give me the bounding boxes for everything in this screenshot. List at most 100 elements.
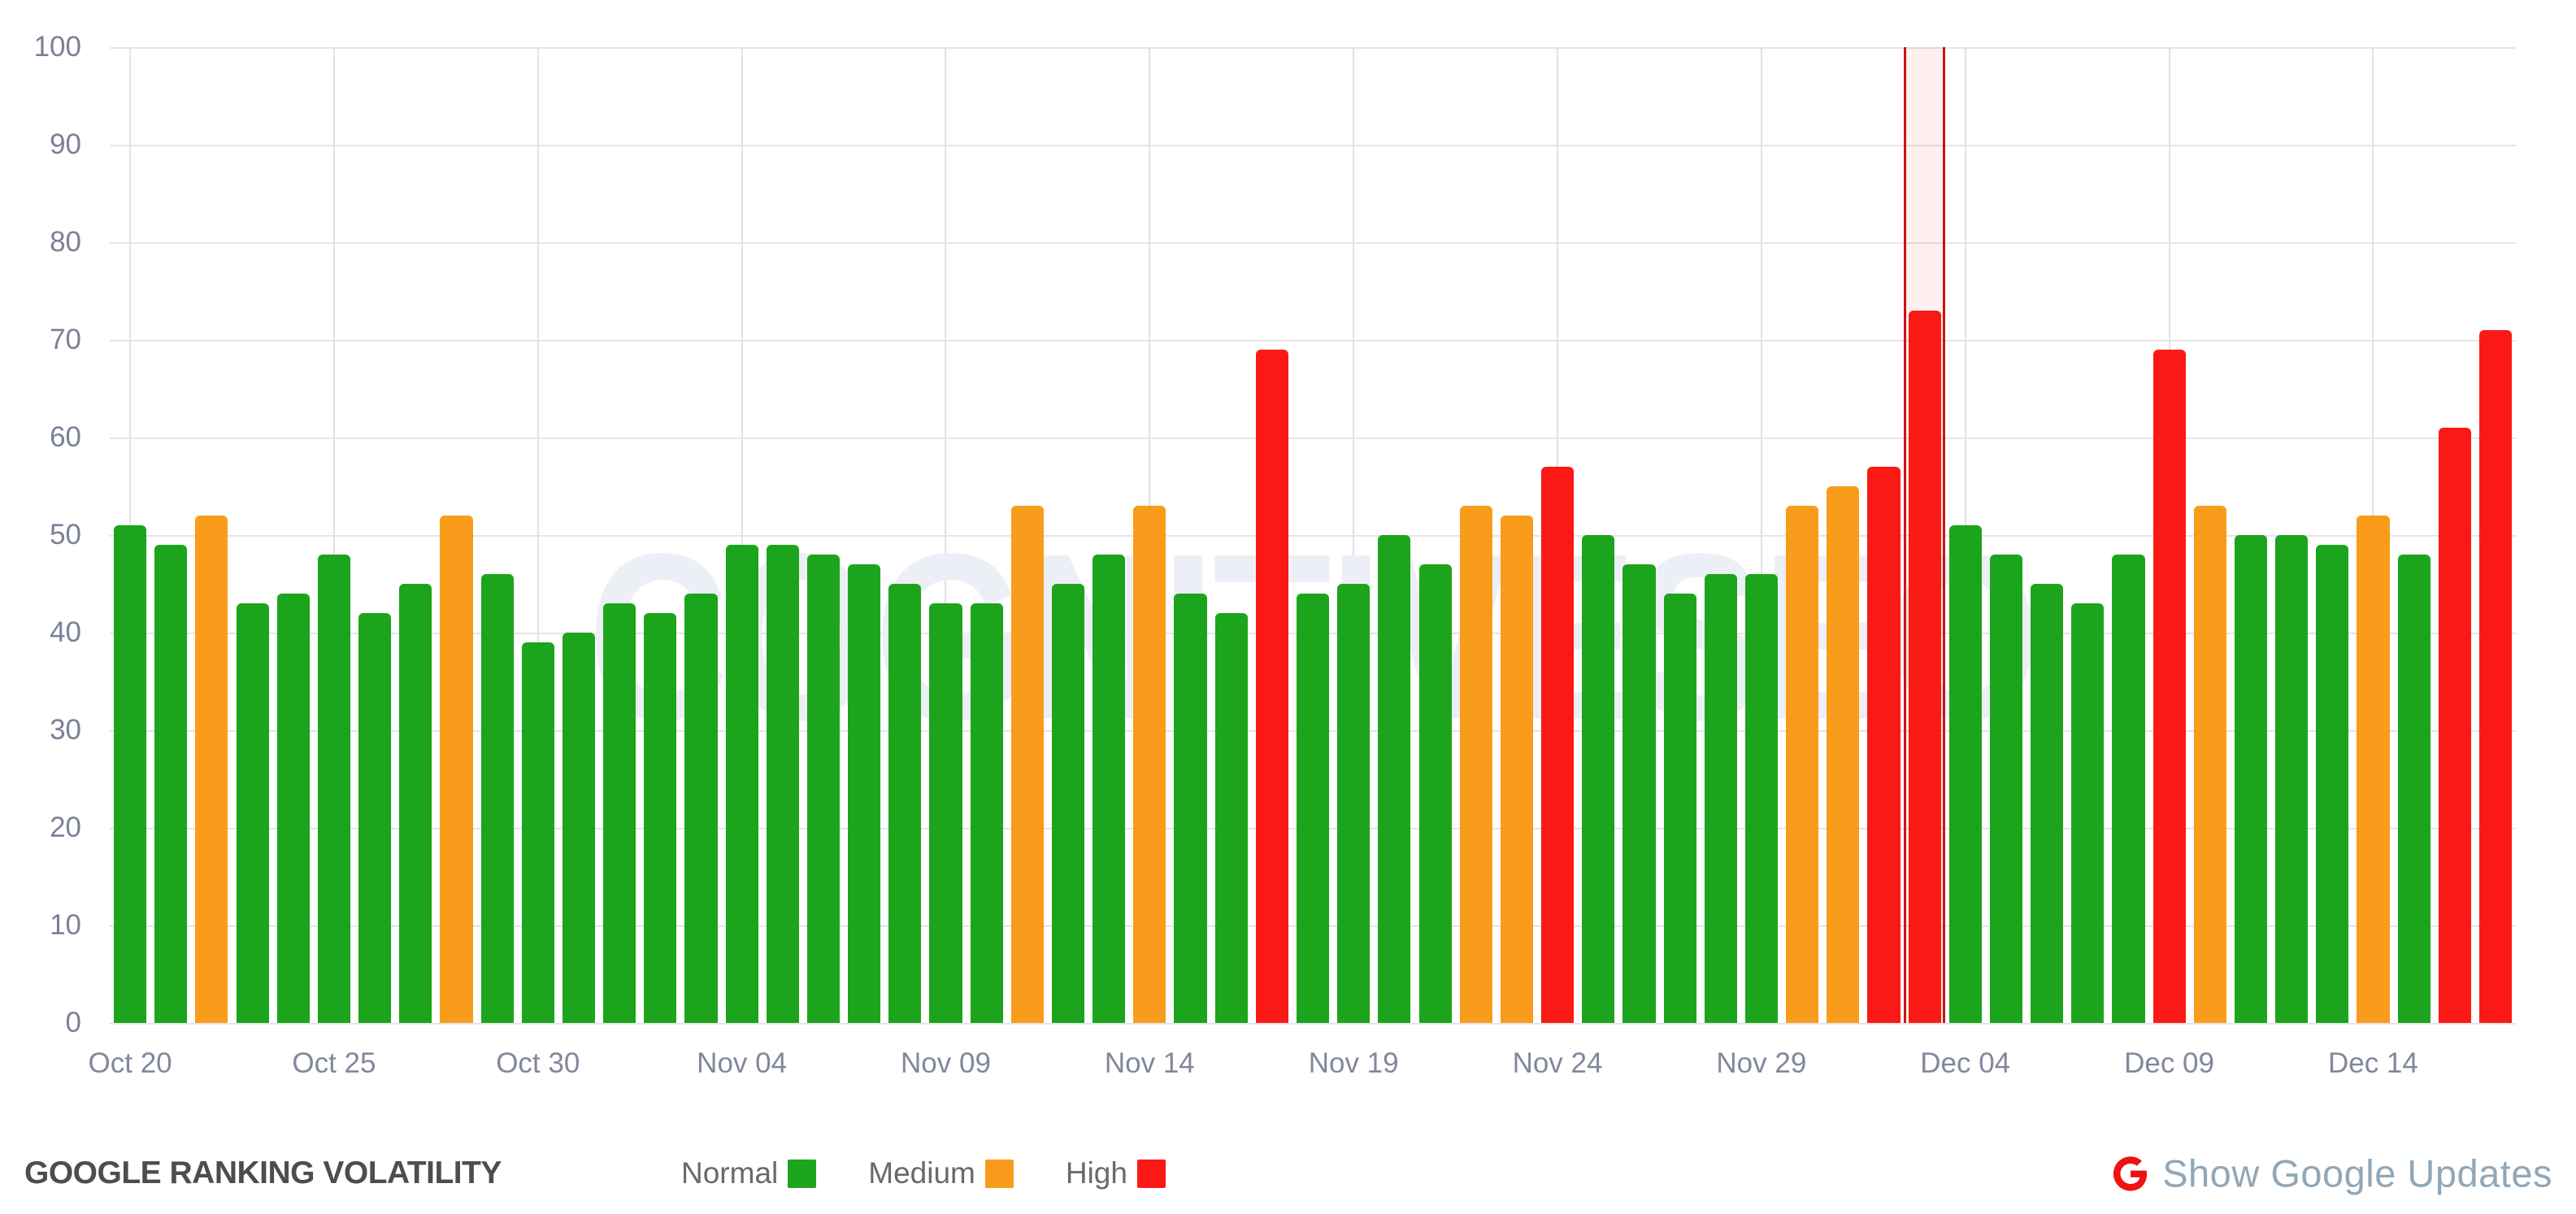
legend-item-medium[interactable]: Medium [868,1156,1014,1190]
bar-slot [967,47,1007,1023]
x-axis-label: Oct 25 [292,1047,376,1079]
bar-Dec-01[interactable] [1827,486,1860,1023]
show-google-updates-button[interactable]: Show Google Updates [2112,1151,2552,1196]
bar-Oct-30[interactable] [521,642,554,1023]
bar-Nov-03[interactable] [684,594,718,1023]
bar-slot [680,47,721,1023]
bar-Dec-08[interactable] [2112,555,2145,1023]
x-axis-label: Nov 24 [1512,1047,1603,1079]
bar-Nov-12[interactable] [1051,584,1085,1023]
bar-Nov-08[interactable] [888,584,922,1023]
bar-Nov-18[interactable] [1297,594,1330,1023]
bar-slot [395,47,436,1023]
bar-Nov-07[interactable] [848,564,881,1023]
bar-Nov-26[interactable] [1622,564,1656,1023]
bar-Nov-24[interactable] [1541,467,1575,1023]
bar-slot [354,47,395,1023]
bar-Nov-14[interactable] [1133,506,1166,1023]
legend-swatch-normal [788,1159,817,1188]
bar-Nov-21[interactable] [1418,564,1452,1023]
bar-slot [110,47,150,1023]
bar-Nov-27[interactable] [1663,594,1696,1023]
bar-slot [2271,47,2312,1023]
bar-Dec-14[interactable] [2357,516,2390,1023]
bar-Dec-06[interactable] [2031,584,2064,1023]
bar-Dec-05[interactable] [1989,555,2023,1023]
gridline-y-100 [110,47,2516,49]
x-axis-label: Oct 30 [496,1047,580,1079]
bar-slot [762,47,803,1023]
legend-label: Medium [868,1156,975,1190]
bar-Dec-15[interactable] [2397,555,2430,1023]
bar-Dec-13[interactable] [2316,545,2349,1023]
bar-Dec-04[interactable] [1948,525,1982,1023]
bar-Oct-29[interactable] [480,574,514,1023]
bar-Nov-15[interactable] [1174,594,1207,1023]
bar-Nov-05[interactable] [766,545,799,1023]
y-axis-label: 10 [50,909,81,941]
show-google-updates-label: Show Google Updates [2162,1151,2552,1195]
bar-Dec-12[interactable] [2275,535,2309,1023]
y-axis-label: 0 [65,1007,81,1038]
bar-slot [1578,47,1618,1023]
bar-Nov-29[interactable] [1744,574,1779,1023]
bar-Nov-11[interactable] [1010,506,1044,1023]
bar-slot [2352,47,2393,1023]
bar-slot [1822,47,1863,1023]
bar-slot [1415,47,1456,1023]
bar-Oct-28[interactable] [440,516,473,1023]
bar-Nov-23[interactable] [1500,516,1533,1023]
x-axis-label: Nov 19 [1308,1047,1399,1079]
bar-Oct-27[interactable] [399,584,432,1023]
bar-Oct-23[interactable] [236,603,269,1023]
bar-Oct-31[interactable] [562,633,596,1023]
bar-Oct-22[interactable] [195,516,228,1023]
bar-slot [1537,47,1578,1023]
bar-Nov-19[interactable] [1337,584,1371,1023]
bar-Oct-20[interactable] [114,525,147,1023]
legend-item-high[interactable]: High [1066,1156,1166,1190]
bar-Dec-07[interactable] [2071,603,2105,1023]
bar-Dec-11[interactable] [2234,535,2268,1023]
bar-Nov-25[interactable] [1582,535,1615,1023]
bar-slot [150,47,191,1023]
bar-Nov-02[interactable] [644,613,677,1023]
bar-Nov-30[interactable] [1786,506,1819,1023]
bar-Oct-26[interactable] [358,613,392,1023]
google-update-band[interactable] [1904,47,1945,1023]
bar-Nov-13[interactable] [1093,555,1126,1023]
bar-Dec-02[interactable] [1867,467,1901,1023]
bar-slot [1333,47,1374,1023]
bar-Nov-20[interactable] [1378,535,1411,1023]
bar-slot [1905,47,1945,1023]
bar-Nov-06[interactable] [806,555,841,1023]
legend-item-normal[interactable]: Normal [681,1156,817,1190]
bar-slot [477,47,518,1023]
x-axis-label: Nov 29 [1716,1047,1807,1079]
bar-Oct-25[interactable] [317,555,350,1023]
bar-Dec-09[interactable] [2152,350,2186,1023]
bar-slot [2067,47,2108,1023]
bar-Nov-10[interactable] [970,603,1003,1023]
bar-slot [1456,47,1497,1023]
bar-Nov-09[interactable] [929,603,962,1023]
y-axis-label: 70 [50,324,81,355]
bar-Dec-03[interactable] [1908,311,1941,1023]
y-axis-label: 100 [33,31,81,63]
bar-Dec-17[interactable] [2478,330,2513,1023]
bar-Nov-28[interactable] [1704,574,1737,1023]
bar-Dec-16[interactable] [2438,428,2471,1023]
x-axis-label: Dec 09 [2124,1047,2214,1079]
bar-slot [925,47,966,1023]
bar-Nov-04[interactable] [725,545,758,1023]
bars-container [110,47,2516,1023]
bar-slot [1170,47,1210,1023]
bar-Oct-24[interactable] [276,594,310,1023]
bar-Nov-22[interactable] [1459,506,1492,1023]
gridline-y-0 [110,1023,2516,1025]
bar-Dec-10[interactable] [2193,506,2226,1023]
bar-Nov-01[interactable] [603,603,636,1023]
bar-Nov-17[interactable] [1255,350,1288,1023]
bar-Oct-21[interactable] [154,545,188,1023]
bar-Nov-16[interactable] [1214,613,1248,1023]
